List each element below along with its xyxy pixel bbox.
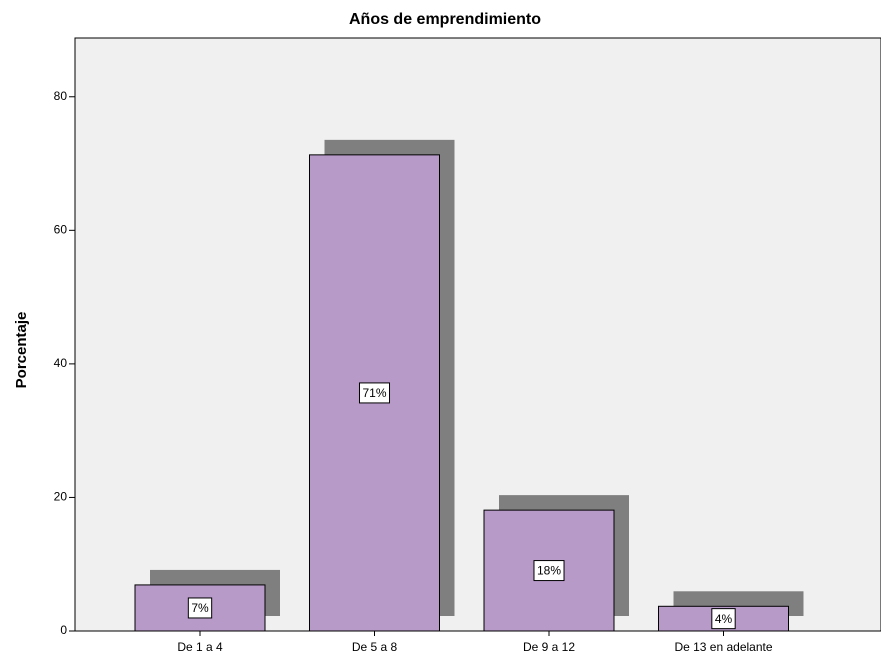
data-label-box [711,608,736,630]
data-label-box [187,597,213,619]
y-tick-label: 40 [54,356,68,370]
data-label-box [533,560,565,582]
y-tick-label: 60 [54,222,68,236]
data-label: 4% [715,612,733,626]
bar [134,584,266,632]
y-tick-label: 0 [60,623,67,637]
y-tick-label: 20 [54,490,68,504]
data-label: 18% [537,564,561,578]
y-tick-label: 80 [54,89,68,103]
chart-title: Años de emprendimiento [349,11,541,28]
x-tick-label: De 5 a 8 [352,640,398,654]
y-axis-label: Porcentaje [13,312,30,389]
data-label: 7% [191,601,209,615]
data-label-box [358,382,391,404]
x-tick-label: De 1 a 4 [177,640,223,654]
x-tick-label: De 13 en adelante [674,640,772,654]
plot-area [74,37,881,632]
data-label: 71% [362,386,386,400]
x-tick-label: De 9 a 12 [523,640,575,654]
